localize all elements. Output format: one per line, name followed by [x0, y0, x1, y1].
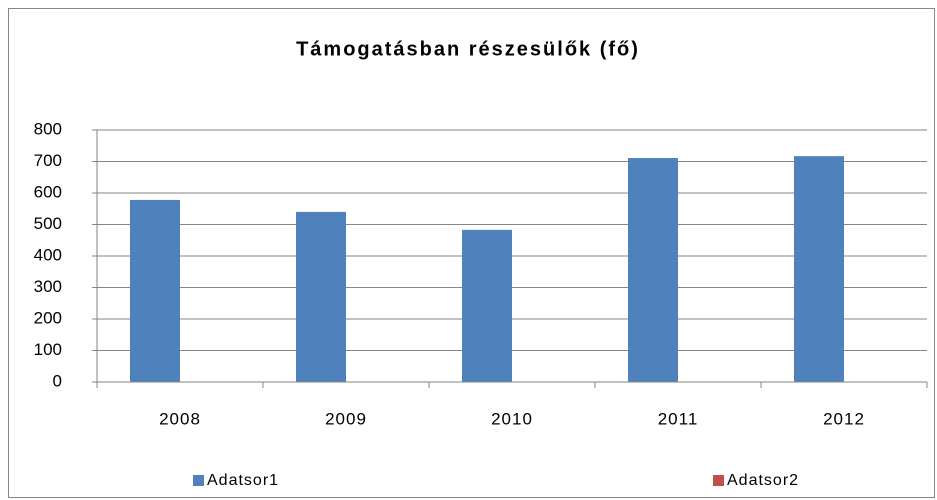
bar [628, 158, 678, 382]
bar [794, 156, 844, 382]
y-tick-label: 800 [34, 119, 62, 138]
y-tick-label: 400 [34, 245, 62, 264]
y-tick-label: 300 [34, 277, 62, 296]
x-tick-label: 2010 [491, 409, 533, 428]
bar [296, 211, 346, 382]
y-tick-label: 500 [34, 214, 62, 233]
chart-title: Támogatásban részesülők (fő) [296, 38, 640, 60]
bar [462, 229, 512, 382]
x-tick-label: 2012 [823, 409, 865, 428]
y-tick-label: 200 [34, 308, 62, 327]
y-tick-label: 0 [53, 371, 62, 390]
x-tick-label: 2008 [159, 409, 201, 428]
y-tick-label: 700 [34, 151, 62, 170]
legend-label: Adatsor2 [727, 472, 799, 489]
y-tick-label: 600 [34, 182, 62, 201]
x-tick-label: 2009 [325, 409, 367, 428]
y-tick-label: 100 [34, 340, 62, 359]
x-tick-label: 2011 [658, 409, 699, 428]
legend-swatch [193, 475, 204, 486]
legend-label: Adatsor1 [207, 472, 279, 489]
legend-swatch [713, 475, 724, 486]
bar [130, 199, 180, 382]
